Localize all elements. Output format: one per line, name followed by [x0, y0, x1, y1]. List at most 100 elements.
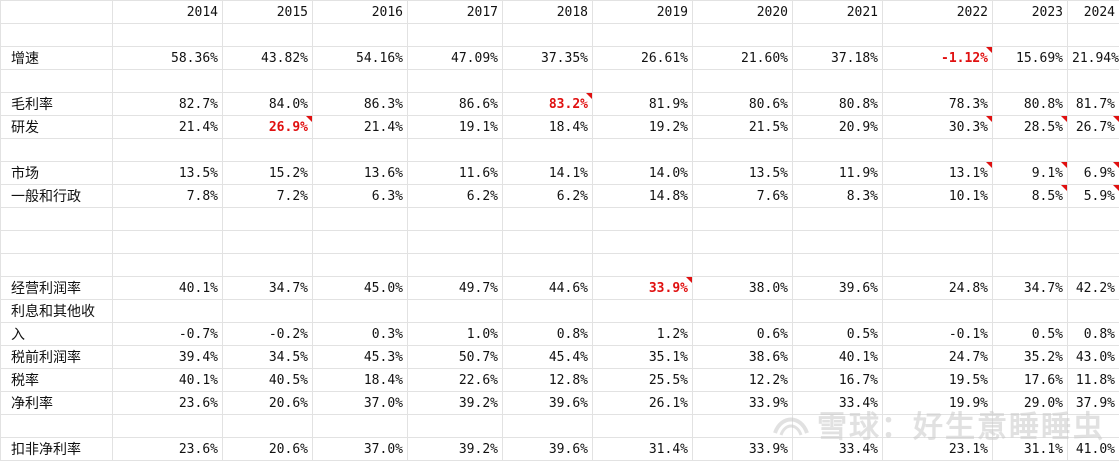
- empty-cell[interactable]: [593, 208, 693, 231]
- year-header-cell[interactable]: 2022: [883, 1, 993, 24]
- row-label-cell[interactable]: 税前利润率: [1, 346, 113, 369]
- value-cell[interactable]: -0.1%: [883, 323, 993, 346]
- value-cell[interactable]: 40.1%: [113, 369, 223, 392]
- value-cell[interactable]: 14.0%: [593, 162, 693, 185]
- value-cell[interactable]: 86.3%: [313, 93, 408, 116]
- empty-cell[interactable]: [693, 70, 793, 93]
- value-cell[interactable]: 26.61%: [593, 47, 693, 70]
- value-cell[interactable]: 80.6%: [693, 93, 793, 116]
- empty-cell[interactable]: [693, 139, 793, 162]
- value-cell[interactable]: 25.5%: [593, 369, 693, 392]
- value-cell[interactable]: [883, 300, 993, 323]
- empty-cell[interactable]: [223, 208, 313, 231]
- empty-cell[interactable]: [793, 254, 883, 277]
- value-cell[interactable]: -0.7%: [113, 323, 223, 346]
- year-header-cell[interactable]: 2019: [593, 1, 693, 24]
- row-label-cell[interactable]: 税率: [1, 369, 113, 392]
- row-label-cell[interactable]: [1, 70, 113, 93]
- value-cell[interactable]: [223, 300, 313, 323]
- value-cell[interactable]: 0.8%: [503, 323, 593, 346]
- value-cell[interactable]: 12.2%: [693, 369, 793, 392]
- value-cell[interactable]: [1068, 300, 1119, 323]
- empty-cell[interactable]: [313, 415, 408, 438]
- comment-indicator-icon[interactable]: [1113, 162, 1119, 168]
- empty-cell[interactable]: [693, 415, 793, 438]
- empty-cell[interactable]: [593, 231, 693, 254]
- empty-cell[interactable]: [408, 24, 503, 47]
- value-cell[interactable]: 38.6%: [693, 346, 793, 369]
- value-cell[interactable]: 33.4%: [793, 392, 883, 415]
- value-cell[interactable]: 0.8%: [1068, 323, 1119, 346]
- value-cell[interactable]: 21.4%: [313, 116, 408, 139]
- empty-cell[interactable]: [223, 231, 313, 254]
- value-cell[interactable]: 33.4%: [793, 438, 883, 461]
- value-cell[interactable]: 21.5%: [693, 116, 793, 139]
- value-cell[interactable]: 14.1%: [503, 162, 593, 185]
- row-label-cell[interactable]: [1, 254, 113, 277]
- value-cell[interactable]: 7.2%: [223, 185, 313, 208]
- empty-cell[interactable]: [113, 139, 223, 162]
- value-cell[interactable]: [993, 300, 1068, 323]
- empty-cell[interactable]: [223, 254, 313, 277]
- empty-cell[interactable]: [313, 139, 408, 162]
- value-cell[interactable]: [693, 300, 793, 323]
- value-cell[interactable]: 0.5%: [993, 323, 1068, 346]
- value-cell[interactable]: 81.9%: [593, 93, 693, 116]
- row-label-cell[interactable]: [1, 231, 113, 254]
- value-cell[interactable]: 33.9%: [593, 277, 693, 300]
- value-cell[interactable]: 13.6%: [313, 162, 408, 185]
- empty-cell[interactable]: [313, 231, 408, 254]
- value-cell[interactable]: 1.2%: [593, 323, 693, 346]
- value-cell[interactable]: 34.7%: [223, 277, 313, 300]
- value-cell[interactable]: 6.2%: [503, 185, 593, 208]
- value-cell[interactable]: 11.8%: [1068, 369, 1119, 392]
- value-cell[interactable]: [503, 300, 593, 323]
- empty-cell[interactable]: [793, 415, 883, 438]
- value-cell[interactable]: 8.5%: [993, 185, 1068, 208]
- empty-cell[interactable]: [408, 139, 503, 162]
- value-cell[interactable]: 39.4%: [113, 346, 223, 369]
- value-cell[interactable]: 43.0%: [1068, 346, 1119, 369]
- comment-indicator-icon[interactable]: [1061, 162, 1067, 168]
- value-cell[interactable]: 10.1%: [883, 185, 993, 208]
- value-cell[interactable]: 6.2%: [408, 185, 503, 208]
- row-label-cell[interactable]: 一般和行政: [1, 185, 113, 208]
- value-cell[interactable]: 47.09%: [408, 47, 503, 70]
- empty-cell[interactable]: [503, 254, 593, 277]
- row-label-cell[interactable]: 利息和其他收: [1, 300, 113, 323]
- empty-cell[interactable]: [883, 70, 993, 93]
- empty-cell[interactable]: [883, 415, 993, 438]
- value-cell[interactable]: 23.6%: [113, 392, 223, 415]
- value-cell[interactable]: 21.60%: [693, 47, 793, 70]
- value-cell[interactable]: 26.1%: [593, 392, 693, 415]
- row-label-cell[interactable]: [1, 1, 113, 24]
- empty-cell[interactable]: [113, 254, 223, 277]
- year-header-cell[interactable]: 2016: [313, 1, 408, 24]
- value-cell[interactable]: 23.6%: [113, 438, 223, 461]
- empty-cell[interactable]: [113, 24, 223, 47]
- empty-cell[interactable]: [593, 70, 693, 93]
- empty-cell[interactable]: [693, 231, 793, 254]
- value-cell[interactable]: 11.6%: [408, 162, 503, 185]
- empty-cell[interactable]: [883, 139, 993, 162]
- value-cell[interactable]: 82.7%: [113, 93, 223, 116]
- value-cell[interactable]: 45.0%: [313, 277, 408, 300]
- row-label-cell[interactable]: 入: [1, 323, 113, 346]
- value-cell[interactable]: [593, 300, 693, 323]
- empty-cell[interactable]: [113, 70, 223, 93]
- empty-cell[interactable]: [693, 254, 793, 277]
- empty-cell[interactable]: [993, 415, 1068, 438]
- empty-cell[interactable]: [113, 208, 223, 231]
- empty-cell[interactable]: [313, 254, 408, 277]
- value-cell[interactable]: 0.5%: [793, 323, 883, 346]
- empty-cell[interactable]: [223, 70, 313, 93]
- empty-cell[interactable]: [113, 415, 223, 438]
- row-label-cell[interactable]: 毛利率: [1, 93, 113, 116]
- value-cell[interactable]: 20.6%: [223, 438, 313, 461]
- value-cell[interactable]: 13.5%: [693, 162, 793, 185]
- value-cell[interactable]: 28.5%: [993, 116, 1068, 139]
- empty-cell[interactable]: [1068, 24, 1119, 47]
- value-cell[interactable]: 19.5%: [883, 369, 993, 392]
- value-cell[interactable]: 39.6%: [503, 438, 593, 461]
- row-label-cell[interactable]: [1, 139, 113, 162]
